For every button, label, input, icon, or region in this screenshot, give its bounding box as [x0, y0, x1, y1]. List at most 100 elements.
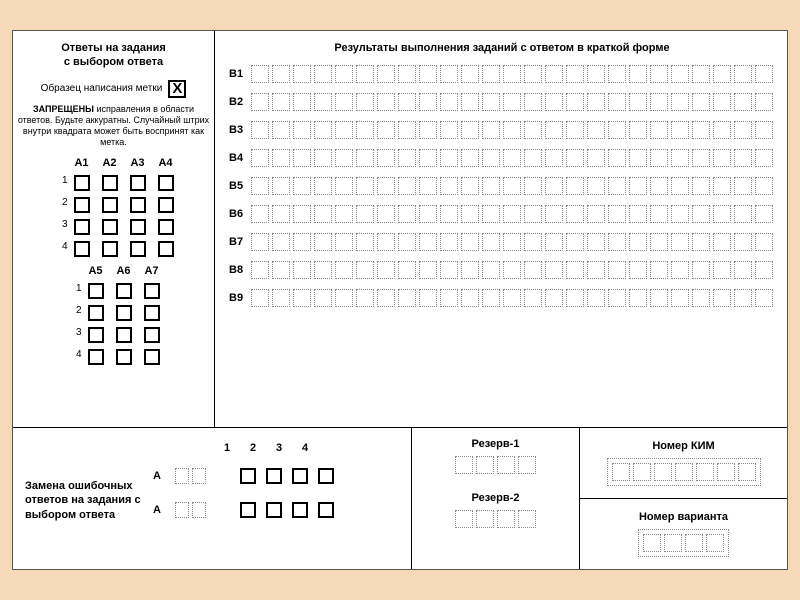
- answer-cell[interactable]: [440, 149, 458, 167]
- answer-cell[interactable]: [482, 261, 500, 279]
- answer-cell[interactable]: [377, 261, 395, 279]
- answer-cell[interactable]: [482, 289, 500, 307]
- answer-cell[interactable]: [461, 65, 479, 83]
- a-answer-box[interactable]: [158, 175, 174, 191]
- answer-cell[interactable]: [629, 149, 647, 167]
- replace-task-cells[interactable]: [175, 468, 206, 484]
- answer-cell[interactable]: [461, 149, 479, 167]
- answer-cell[interactable]: [755, 205, 773, 223]
- answer-cell[interactable]: [335, 233, 353, 251]
- replace-answer-box[interactable]: [318, 502, 334, 518]
- reserve-2-cells[interactable]: [455, 510, 536, 528]
- answer-cell[interactable]: [377, 177, 395, 195]
- answer-cell[interactable]: [272, 177, 290, 195]
- answer-cell[interactable]: [461, 205, 479, 223]
- answer-cell[interactable]: [251, 149, 269, 167]
- answer-cell[interactable]: [377, 93, 395, 111]
- answer-cell[interactable]: [251, 93, 269, 111]
- answer-cell[interactable]: [461, 177, 479, 195]
- replace-answer-box[interactable]: [240, 502, 256, 518]
- answer-cell[interactable]: [377, 205, 395, 223]
- answer-cell[interactable]: [734, 177, 752, 195]
- a-answer-box[interactable]: [102, 219, 118, 235]
- answer-cell[interactable]: [755, 261, 773, 279]
- answer-cell[interactable]: [650, 177, 668, 195]
- answer-cell[interactable]: [314, 93, 332, 111]
- kim-cell[interactable]: [612, 463, 630, 481]
- answer-cell[interactable]: [314, 65, 332, 83]
- answer-cell[interactable]: [545, 121, 563, 139]
- answer-cell[interactable]: [587, 261, 605, 279]
- answer-cell[interactable]: [692, 205, 710, 223]
- answer-cell[interactable]: [608, 121, 626, 139]
- a-answer-box[interactable]: [116, 283, 132, 299]
- a-answer-box[interactable]: [144, 305, 160, 321]
- answer-cell[interactable]: [524, 121, 542, 139]
- answer-cell[interactable]: [419, 177, 437, 195]
- answer-cell[interactable]: [398, 177, 416, 195]
- mini-cell[interactable]: [192, 502, 206, 518]
- answer-cell[interactable]: [734, 149, 752, 167]
- answer-cell[interactable]: [377, 121, 395, 139]
- answer-cell[interactable]: [755, 65, 773, 83]
- answer-cell[interactable]: [692, 149, 710, 167]
- a-answer-box[interactable]: [158, 197, 174, 213]
- answer-cell[interactable]: [545, 149, 563, 167]
- reserve-cell[interactable]: [455, 510, 473, 528]
- answer-cell[interactable]: [671, 205, 689, 223]
- answer-cell[interactable]: [671, 121, 689, 139]
- variant-cell[interactable]: [664, 534, 682, 552]
- answer-cell[interactable]: [650, 205, 668, 223]
- a-answer-box[interactable]: [130, 219, 146, 235]
- answer-cell[interactable]: [503, 289, 521, 307]
- answer-cell[interactable]: [482, 65, 500, 83]
- answer-cell[interactable]: [545, 233, 563, 251]
- answer-cell[interactable]: [650, 233, 668, 251]
- answer-cell[interactable]: [314, 233, 332, 251]
- answer-cell[interactable]: [251, 289, 269, 307]
- answer-cell[interactable]: [524, 177, 542, 195]
- answer-cell[interactable]: [692, 261, 710, 279]
- answer-cell[interactable]: [356, 149, 374, 167]
- answer-cell[interactable]: [503, 205, 521, 223]
- answer-cell[interactable]: [524, 149, 542, 167]
- a-answer-box[interactable]: [130, 241, 146, 257]
- answer-cell[interactable]: [650, 261, 668, 279]
- answer-cell[interactable]: [398, 233, 416, 251]
- answer-cell[interactable]: [608, 149, 626, 167]
- a-answer-box[interactable]: [116, 327, 132, 343]
- answer-cell[interactable]: [566, 289, 584, 307]
- answer-cell[interactable]: [398, 289, 416, 307]
- answer-cell[interactable]: [251, 65, 269, 83]
- answer-cell[interactable]: [440, 289, 458, 307]
- answer-cell[interactable]: [503, 149, 521, 167]
- a-answer-box[interactable]: [144, 349, 160, 365]
- a-answer-box[interactable]: [130, 197, 146, 213]
- answer-cell[interactable]: [629, 65, 647, 83]
- answer-cell[interactable]: [419, 93, 437, 111]
- answer-cell[interactable]: [755, 149, 773, 167]
- answer-cell[interactable]: [356, 121, 374, 139]
- answer-cell[interactable]: [356, 177, 374, 195]
- answer-cell[interactable]: [314, 177, 332, 195]
- answer-cell[interactable]: [440, 177, 458, 195]
- answer-cell[interactable]: [566, 233, 584, 251]
- answer-cell[interactable]: [251, 233, 269, 251]
- answer-cell[interactable]: [608, 177, 626, 195]
- answer-cell[interactable]: [293, 149, 311, 167]
- answer-cell[interactable]: [398, 205, 416, 223]
- answer-cell[interactable]: [713, 65, 731, 83]
- answer-cell[interactable]: [650, 289, 668, 307]
- answer-cell[interactable]: [419, 65, 437, 83]
- answer-cell[interactable]: [356, 289, 374, 307]
- answer-cell[interactable]: [524, 205, 542, 223]
- answer-cell[interactable]: [608, 65, 626, 83]
- answer-cell[interactable]: [419, 205, 437, 223]
- answer-cell[interactable]: [503, 121, 521, 139]
- answer-cell[interactable]: [734, 233, 752, 251]
- answer-cell[interactable]: [440, 65, 458, 83]
- answer-cell[interactable]: [650, 93, 668, 111]
- answer-cell[interactable]: [713, 289, 731, 307]
- answer-cell[interactable]: [545, 65, 563, 83]
- answer-cell[interactable]: [587, 233, 605, 251]
